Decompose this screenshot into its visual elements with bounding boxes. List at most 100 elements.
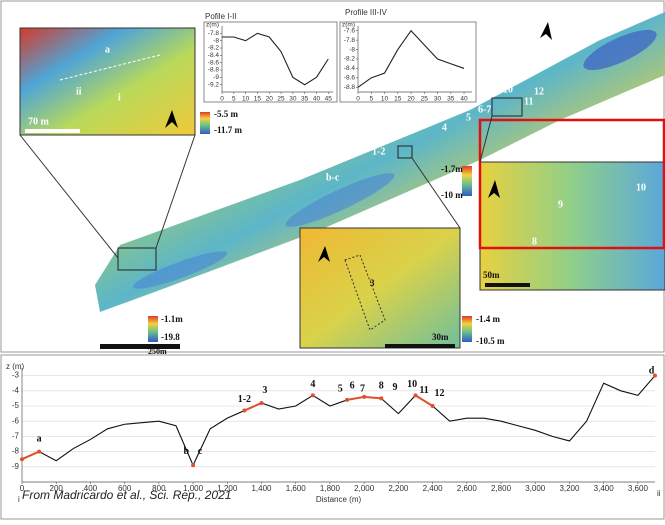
annotation: b: [183, 446, 189, 457]
annotation: 9: [392, 382, 397, 393]
annotation: c: [198, 446, 203, 457]
map-label: 12: [534, 86, 544, 97]
highlight-point: [242, 409, 246, 413]
x-tick-label: 10: [242, 96, 250, 103]
y-tick-label: -7.6: [344, 27, 356, 34]
x-tick-label: 30: [289, 96, 297, 103]
map-label: ii: [76, 86, 82, 97]
colorbar-label: -1.1m: [161, 314, 183, 324]
map-label: 4: [442, 122, 447, 133]
annotation: 6: [350, 381, 355, 392]
y-tick-label: -8: [12, 447, 20, 456]
x-tick-label: 1,400: [251, 484, 272, 493]
x-tick-label: 25: [421, 96, 429, 103]
y-tick-label: -7.8: [344, 37, 356, 44]
x-tick-label: 800: [152, 484, 166, 493]
y-tick-label: -7.8: [208, 30, 220, 37]
figure: a ii i 70 m -5.5 m -11.7 m 1-2 b-c 4 5 6…: [0, 0, 665, 520]
highlight-point: [362, 395, 366, 399]
x-tick-label: 25: [277, 96, 285, 103]
x-tick-label: 15: [394, 96, 402, 103]
annotation: 3: [262, 385, 267, 396]
x-tick-label: 1,200: [217, 484, 238, 493]
x-tick-label: 2,400: [423, 484, 444, 493]
colorbar-label: -1.4 m: [476, 314, 500, 324]
y-tick-label: -5: [12, 401, 20, 410]
scale-label: 70 m: [28, 116, 50, 127]
y-tick-label: -3: [12, 371, 20, 380]
annotation: 12: [434, 388, 444, 399]
colorbar-label: -11.7 m: [214, 125, 243, 135]
x-tick-label: 35: [447, 96, 455, 103]
annotation: 7: [360, 384, 365, 395]
map-label: a: [105, 44, 110, 55]
x-axis-label: Distance (m): [316, 495, 362, 504]
annotation: a: [37, 434, 42, 445]
x-tick-label: 2,200: [388, 484, 409, 493]
y-axis-label: z(m): [206, 22, 219, 29]
chart-title: Profile III-IV: [345, 8, 387, 17]
x-tick-label: 40: [313, 96, 321, 103]
y-tick-label: -8.4: [208, 52, 220, 59]
highlight-point: [37, 450, 41, 454]
scale-label: 250m: [148, 347, 167, 356]
x-tick-label: 0: [20, 484, 25, 493]
y-tick-label: -8.4: [344, 65, 356, 72]
highlight-point: [431, 404, 435, 408]
x-tick-label: 2,800: [491, 484, 512, 493]
annotation: 11: [419, 385, 428, 396]
highlight-point: [345, 398, 349, 402]
plot-background: [204, 22, 337, 102]
colorbar-label: -10.5 m: [476, 336, 505, 346]
x-tick-label: 5: [232, 96, 236, 103]
x-tick-label: 40: [460, 96, 468, 103]
y-tick-label: -8.8: [344, 84, 356, 91]
y-tick-label: -9: [213, 74, 219, 81]
x-tick-label: 3,200: [559, 484, 580, 493]
y-tick-label: -6: [12, 416, 20, 425]
highlight-point: [379, 396, 383, 400]
line-chart: Profile III-IVz(m)-7.6-7.8-8-8.2-8.4-8.6…: [340, 8, 476, 103]
annotation: d: [649, 365, 655, 376]
annotation: 4: [310, 379, 315, 390]
scale-bar: [385, 344, 455, 348]
inset: [300, 228, 460, 348]
y-tick-label: -8.6: [344, 75, 356, 82]
x-tick-label: 10: [381, 96, 389, 103]
highlight-point: [191, 463, 195, 467]
x-tick-label: 45: [325, 96, 333, 103]
y-tick-label: -4: [12, 386, 20, 395]
x-tick-label: 0: [356, 96, 360, 103]
colorbar: [200, 112, 210, 134]
inset: [480, 162, 665, 290]
y-tick-label: -8.6: [208, 59, 220, 66]
y-tick-label: -8.8: [208, 67, 220, 74]
scale-bar: [100, 344, 180, 349]
annotation: 8: [379, 381, 384, 392]
annotation: 1-2: [238, 394, 251, 405]
map-label: 11: [524, 96, 533, 107]
scale-label: 50m: [483, 270, 500, 280]
map-label: 9: [558, 199, 563, 210]
x-tick-label: 5: [369, 96, 373, 103]
line-chart: Pofile I-IIz(m)-7.8-8-8.2-8.4-8.6-8.8-9-…: [204, 12, 337, 103]
annotation: 10: [407, 379, 417, 390]
colorbar: [148, 316, 158, 342]
highlight-point: [311, 393, 315, 397]
map-label: 8: [532, 236, 537, 247]
end-label: i: [18, 495, 20, 504]
highlight-point: [413, 393, 417, 397]
x-tick-label: 600: [118, 484, 132, 493]
x-tick-label: 1,600: [286, 484, 307, 493]
map-label: 6-7: [478, 104, 491, 115]
annotation: 5: [338, 384, 343, 395]
plot-background: [340, 22, 476, 102]
y-tick-label: -9.2: [208, 81, 220, 88]
map-label: 10: [503, 84, 513, 95]
colorbar-label: -5.5 m: [214, 109, 238, 119]
map-label: i: [118, 92, 121, 103]
colorbar-label: -1.7m: [441, 164, 463, 174]
highlight-point: [260, 401, 264, 405]
scale-label: 30m: [432, 332, 449, 342]
x-tick-label: 20: [407, 96, 415, 103]
